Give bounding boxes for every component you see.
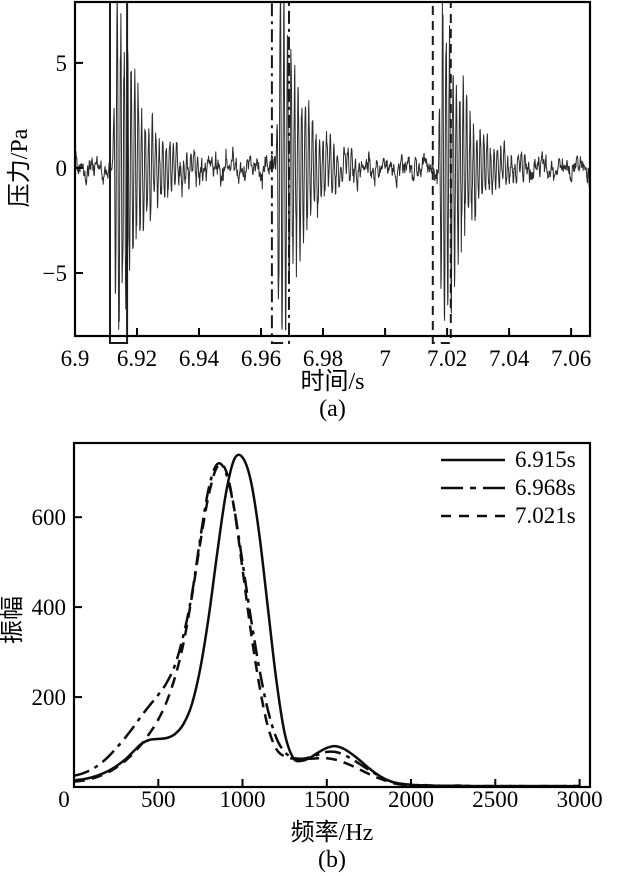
spectrum-chart: 0 500 1000 1500 2000 2500 3000 200 400 600 — [32, 441, 603, 812]
x-tick-label: 7.04 — [489, 346, 530, 371]
legend-label: 6.968s — [515, 475, 576, 500]
x-tick-label: 3000 — [557, 787, 603, 812]
x-tick-label: 2000 — [388, 787, 434, 812]
y-tick-label: 0 — [56, 156, 68, 181]
y-tick-label: −5 — [43, 261, 67, 286]
x-tick-label: 1500 — [304, 787, 350, 812]
x-tick-label: 6.92 — [117, 346, 157, 371]
panel-b-y-axis-label: 振幅 — [0, 596, 26, 644]
legend-item: 6.968s — [440, 474, 576, 502]
pressure-waveform-chart: 6.9 6.92 6.94 6.96 6.98 7 7.02 7.04 7.06 5 0 −5 — [43, 0, 592, 371]
x-tick-label: 1000 — [220, 787, 266, 812]
x-tick-label: 0 — [58, 787, 70, 812]
legend-label: 6.915s — [515, 447, 576, 472]
x-tick-label: 7.06 — [551, 346, 591, 371]
legend-line-dashdot-icon — [441, 486, 505, 490]
y-tick-label: 400 — [32, 595, 67, 620]
legend-item: 7.021s — [440, 502, 576, 530]
panel-a-frame — [73, 0, 592, 338]
y-tick-label: 200 — [32, 685, 67, 710]
x-tick-label: 2500 — [472, 787, 518, 812]
x-tick-label: 6.98 — [303, 346, 343, 371]
panel-a-y-axis-label: 压力/Pa — [7, 128, 33, 208]
pressure-signal-trace — [75, 2, 590, 331]
x-tick-label: 7.02 — [427, 346, 467, 371]
pressure-signal — [75, 2, 590, 331]
spectrum-curve-6.968s — [74, 462, 580, 787]
panel-b-x-axis-label: 频率/Hz — [290, 820, 374, 846]
x-tick-label: 500 — [141, 787, 176, 812]
legend-item: 6.915s — [440, 446, 576, 474]
y-tick-label: 600 — [32, 505, 67, 530]
legend-line-dashed-icon — [441, 514, 505, 518]
panel-b-frame — [72, 441, 592, 789]
spectrum-legend: 6.915s 6.968s 7.021s — [440, 446, 576, 530]
y-tick-label: 5 — [56, 51, 68, 76]
panel-a-x-axis-label: 时间/s — [300, 369, 365, 395]
x-tick-label: 6.94 — [179, 346, 220, 371]
panel-b-caption: (b) — [318, 847, 346, 873]
spectrum-curve-7.021s — [74, 462, 580, 787]
x-tick-label: 6.9 — [61, 346, 90, 371]
panel-a-caption: (a) — [319, 396, 346, 422]
legend-line-solid-icon — [441, 458, 505, 462]
x-tick-label: 6.96 — [241, 346, 281, 371]
x-tick-label: 7 — [379, 346, 391, 371]
legend-label: 7.021s — [515, 503, 576, 528]
